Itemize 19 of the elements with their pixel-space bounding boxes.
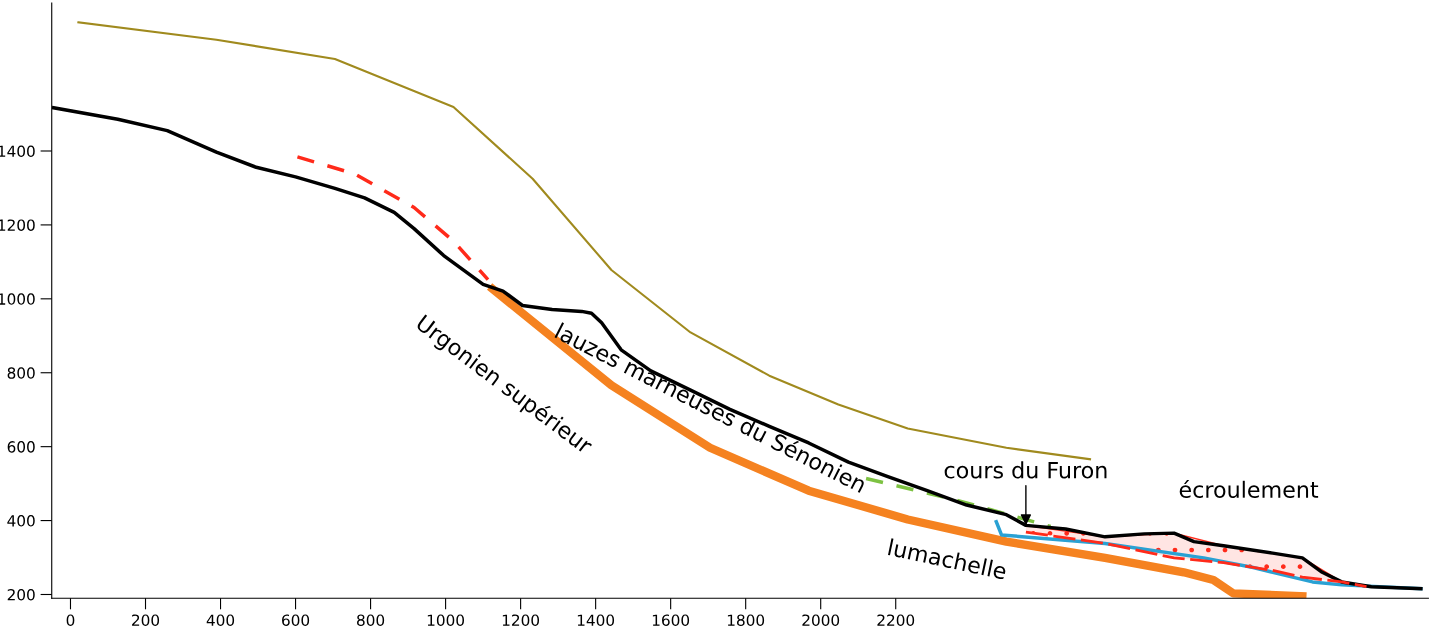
x-tick-label: 1200 (502, 614, 540, 626)
x-tick-label: 600 (282, 614, 310, 626)
x-tick-label: 200 (132, 614, 160, 626)
y-tick-label: 800 (7, 367, 35, 379)
line-series (295, 155, 490, 282)
y-tick-label: 600 (7, 441, 35, 453)
y-tick-label: 200 (7, 588, 35, 601)
x-tick-label: 400 (206, 614, 235, 626)
x-tick-label: 800 (357, 614, 385, 626)
x-tick-label: 2200 (877, 614, 915, 626)
x-tick-label: 1400 (577, 614, 615, 626)
annotation: écroulement (1179, 479, 1319, 498)
x-tick-label: 2000 (802, 614, 840, 626)
y-tick-label: 400 (7, 515, 35, 527)
x-tick-label: 1600 (652, 614, 690, 626)
x-tick-label: 1000 (427, 614, 465, 626)
annotation: cours du Furon (944, 461, 1107, 479)
x-tick-label: 0 (66, 614, 75, 626)
x-tick-label: 1800 (727, 614, 765, 626)
